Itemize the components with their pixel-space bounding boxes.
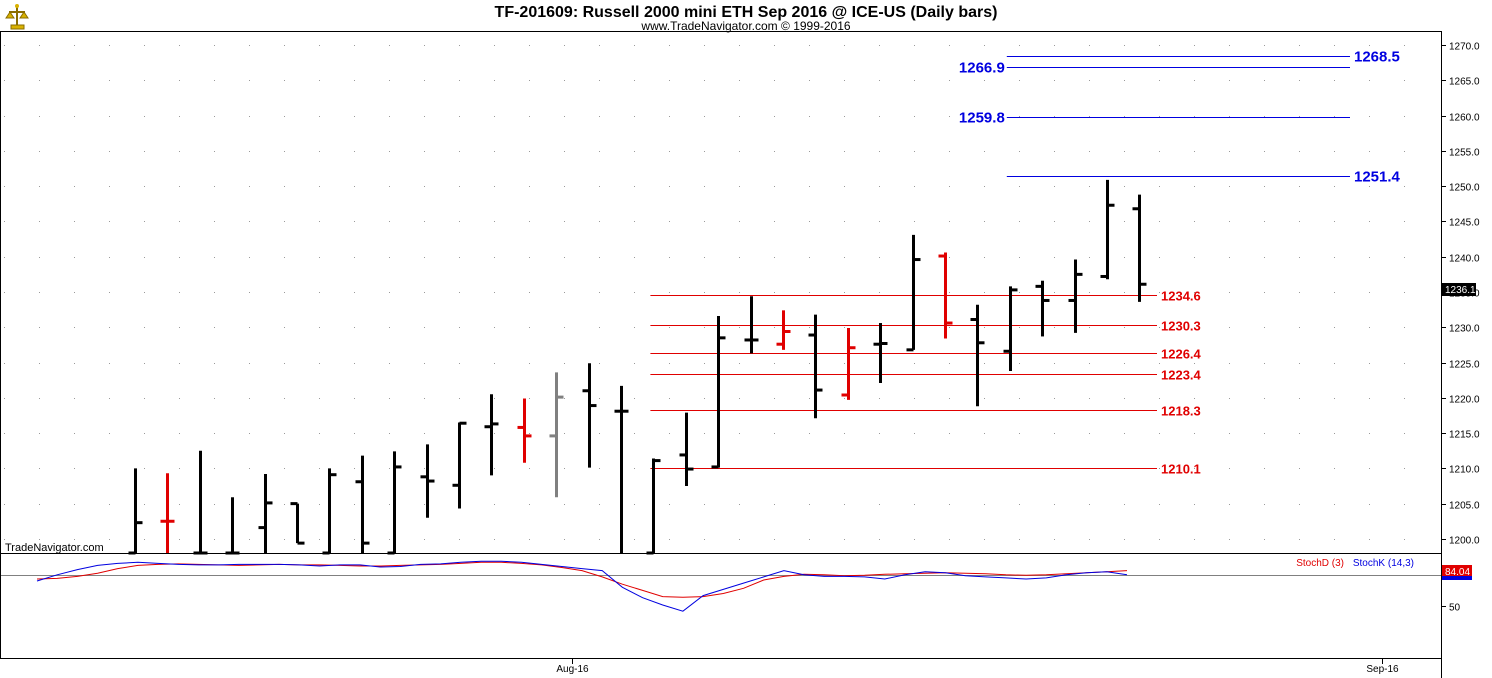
target-level-label: 1251.4 bbox=[1354, 169, 1401, 186]
ohlc-bar bbox=[160, 473, 175, 553]
ohlc-bar bbox=[290, 502, 305, 545]
ohlc-bar bbox=[355, 455, 370, 553]
ohlc-bar bbox=[387, 451, 402, 555]
x-tick-label: Aug-16 bbox=[556, 664, 589, 675]
ohlc-bar bbox=[873, 323, 888, 383]
ohlc-bar bbox=[841, 327, 856, 400]
ohlc-bar bbox=[808, 314, 823, 419]
ohlc-bar bbox=[128, 468, 143, 555]
ohlc-bar bbox=[776, 310, 791, 350]
last-price-badge bbox=[1442, 283, 1476, 296]
y-tick-label: 1205.0 bbox=[1449, 501, 1480, 512]
ohlc-bar bbox=[1003, 286, 1018, 372]
ohlc-bar bbox=[1035, 280, 1050, 337]
y-tick-label: 1250.0 bbox=[1449, 183, 1480, 194]
ohlc-bar bbox=[517, 398, 532, 463]
y-tick-label: 1245.0 bbox=[1449, 218, 1480, 229]
stoch-value-badge-k bbox=[1442, 576, 1472, 580]
ohlc-bar bbox=[1132, 194, 1147, 302]
ohlc-bar bbox=[582, 363, 597, 468]
support-level-label: 1218.3 bbox=[1161, 404, 1201, 419]
y-tick-label: 1230.0 bbox=[1449, 324, 1480, 335]
y-tick-label: 1200.0 bbox=[1449, 536, 1480, 547]
ohlc-bar bbox=[646, 458, 661, 555]
ohlc-bar bbox=[193, 450, 208, 555]
ohlc-bar bbox=[258, 473, 273, 553]
ohlc-bar bbox=[970, 304, 985, 407]
stochastic-grid: 50 bbox=[1, 575, 1461, 614]
ohlc-bar bbox=[452, 421, 467, 509]
support-level-label: 1210.1 bbox=[1161, 462, 1201, 477]
ohlc-bar bbox=[549, 372, 564, 498]
y-tick-label: 1265.0 bbox=[1449, 77, 1480, 88]
ohlc-bar bbox=[938, 252, 953, 339]
watermark: TradeNavigator.com bbox=[5, 542, 104, 554]
time-axis: Aug-16 Sep-16 bbox=[556, 658, 1399, 675]
y-tick-label: 1220.0 bbox=[1449, 395, 1480, 406]
support-level-label: 1226.4 bbox=[1161, 347, 1202, 362]
stoch-tick-label: 50 bbox=[1449, 603, 1461, 614]
ohlc-bar bbox=[711, 315, 726, 469]
chart-subtitle: www.TradeNavigator.com © 1999-2016 bbox=[640, 19, 850, 33]
ohlc-bar bbox=[744, 296, 759, 354]
support-level-label: 1230.3 bbox=[1161, 319, 1201, 334]
chart-title: TF-201609: Russell 2000 mini ETH Sep 201… bbox=[495, 4, 998, 21]
ohlc-bar bbox=[1100, 179, 1115, 280]
price-levels: 1234.6 1230.3 1226.4 1223.4 1218.3 1210.1 1268… bbox=[650, 49, 1401, 477]
stoch-value-label: 84.04 bbox=[1445, 567, 1470, 578]
stoch-d-legend: StochD (3) bbox=[1296, 558, 1344, 569]
x-tick-label: Sep-16 bbox=[1366, 664, 1399, 675]
target-level-label: 1259.8 bbox=[959, 110, 1005, 127]
ohlc-bar bbox=[420, 444, 435, 518]
ohlc-bar bbox=[1068, 259, 1083, 333]
last-price-label: 1236.1 bbox=[1445, 285, 1476, 296]
target-level-label: 1268.5 bbox=[1354, 49, 1400, 66]
support-level-label: 1234.6 bbox=[1161, 289, 1201, 304]
stoch-k-legend: StochK (14,3) bbox=[1353, 558, 1414, 569]
y-tick-label: 1270.0 bbox=[1449, 42, 1480, 53]
y-tick-label: 1260.0 bbox=[1449, 113, 1480, 124]
stochastic-lines bbox=[36, 560, 1128, 612]
support-level-label: 1223.4 bbox=[1161, 368, 1202, 383]
ohlc-bar bbox=[679, 412, 694, 486]
ohlc-bar bbox=[906, 234, 921, 352]
y-tick-label: 1210.0 bbox=[1449, 465, 1480, 476]
trade-navigator-logo-icon bbox=[5, 4, 29, 30]
target-level-label: 1266.9 bbox=[959, 60, 1005, 77]
y-tick-label: 1225.0 bbox=[1449, 360, 1480, 371]
stoch-k-line bbox=[36, 560, 1128, 612]
y-tick-label: 1215.0 bbox=[1449, 430, 1480, 441]
ohlc-bar bbox=[484, 394, 499, 476]
y-tick-label: 1255.0 bbox=[1449, 148, 1480, 159]
ohlc-bars bbox=[128, 179, 1147, 555]
y-tick-label: 1240.0 bbox=[1449, 254, 1480, 265]
ohlc-bar bbox=[225, 497, 240, 555]
ohlc-bar bbox=[614, 385, 629, 553]
ohlc-bar bbox=[322, 468, 337, 555]
